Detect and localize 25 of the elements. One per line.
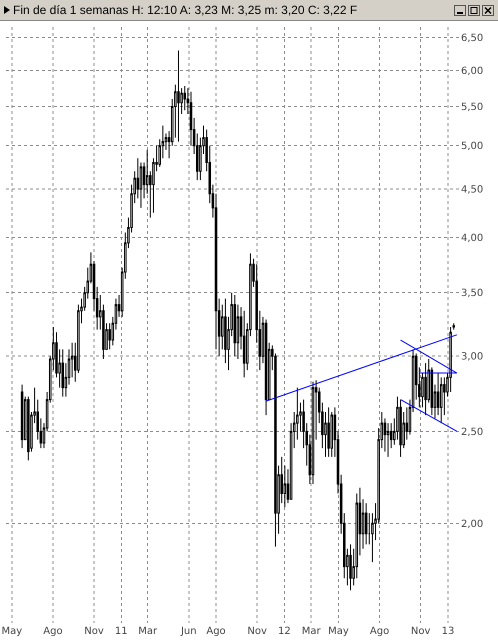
y-tick-label: 3,00 <box>461 352 484 363</box>
x-tick-label: 11 <box>114 626 128 637</box>
x-tick-label: Jun <box>180 626 197 637</box>
x-tick-label: May <box>328 626 349 637</box>
x-tick-label: Mar <box>302 626 322 637</box>
y-tick-label: 5,00 <box>461 141 484 152</box>
x-tick-label: 13 <box>442 626 454 637</box>
x-tick-label: Nov <box>84 626 104 637</box>
y-tick-label: 6,50 <box>461 33 484 44</box>
y-tick-label: 4,00 <box>461 233 484 244</box>
x-tick-label: Ago <box>43 626 63 637</box>
chart-title: Fin de día 1 semanas H: 12:10 A: 3,23 M: 3,25 m: 3,20 C: 3,22 F <box>12 3 358 17</box>
x-tick-label: Nov <box>247 626 267 637</box>
y-tick-label: 2,50 <box>461 426 484 438</box>
y-tick-label: 5,50 <box>461 102 484 113</box>
x-tick-label: Ago <box>206 626 226 637</box>
y-tick-label: 6,00 <box>461 66 484 78</box>
x-tick-label: 12 <box>278 626 291 637</box>
x-tick-label: May <box>1 626 22 637</box>
y-tick-label: 2,00 <box>461 518 484 530</box>
x-tick-label: Nov <box>410 626 431 637</box>
y-tick-label: 4,50 <box>461 184 484 196</box>
x-tick-label: Mar <box>138 626 158 637</box>
y-tick-label: 3,50 <box>461 288 484 300</box>
x-tick-label: Ago <box>370 626 390 637</box>
